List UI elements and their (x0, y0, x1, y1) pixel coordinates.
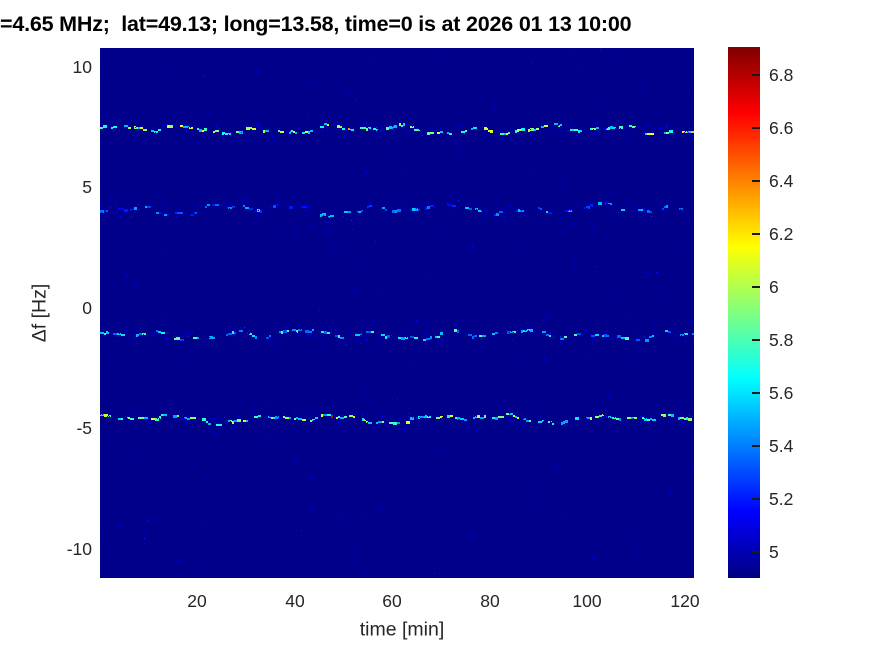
colorbar-tick-6.2 (752, 233, 760, 235)
colorbar-label-6: 6 (769, 277, 779, 297)
x-axis-tick-label-40: 40 (285, 591, 305, 611)
x-axis-tick-label-100: 100 (572, 591, 602, 611)
spectrogram-plot (100, 48, 694, 578)
colorbar-label-6.4: 6.4 (769, 171, 794, 191)
colorbar-tick-6.8 (752, 74, 760, 76)
colorbar-tick-6 (752, 286, 760, 288)
y-axis-tick-label-0: 0 (82, 298, 92, 318)
x-axis-tick-label-120: 120 (670, 591, 700, 611)
colorbar-tick-5.6 (752, 392, 760, 394)
colorbar-label-5.6: 5.6 (769, 383, 794, 403)
colorbar-tick-5.8 (752, 339, 760, 341)
colorbar-tick-5 (752, 551, 760, 553)
colorbar-tick-5.2 (752, 498, 760, 500)
y-axis-tick-label-neg10: -10 (66, 539, 92, 559)
colorbar-label-5.8: 5.8 (769, 330, 794, 350)
x-axis-label: time [min] (359, 618, 445, 641)
x-axis-tick-label-60: 60 (382, 591, 402, 611)
colorbar-tick-6.4 (752, 180, 760, 182)
y-axis-tick-label-neg5: -5 (76, 418, 92, 438)
colorbar-tick-6.6 (752, 127, 760, 129)
colorbar-label-5: 5 (769, 542, 779, 562)
colorbar-label-6.6: 6.6 (769, 118, 794, 138)
plot-title: =4.65 MHz; lat=49.13; long=13.58, time=0… (0, 12, 632, 36)
y-axis-tick-label-5: 5 (82, 177, 92, 197)
colorbar-label-6.2: 6.2 (769, 224, 794, 244)
colorbar (728, 47, 760, 578)
colorbar-label-5.4: 5.4 (769, 436, 794, 456)
x-axis-tick-label-20: 20 (187, 591, 207, 611)
colorbar-gradient (728, 47, 760, 578)
x-axis-tick-label-80: 80 (480, 591, 500, 611)
colorbar-label-6.8: 6.8 (769, 65, 794, 85)
colorbar-tick-5.4 (752, 445, 760, 447)
colorbar-label-5.2: 5.2 (769, 489, 794, 509)
y-axis-tick-label-10: 10 (72, 57, 92, 77)
